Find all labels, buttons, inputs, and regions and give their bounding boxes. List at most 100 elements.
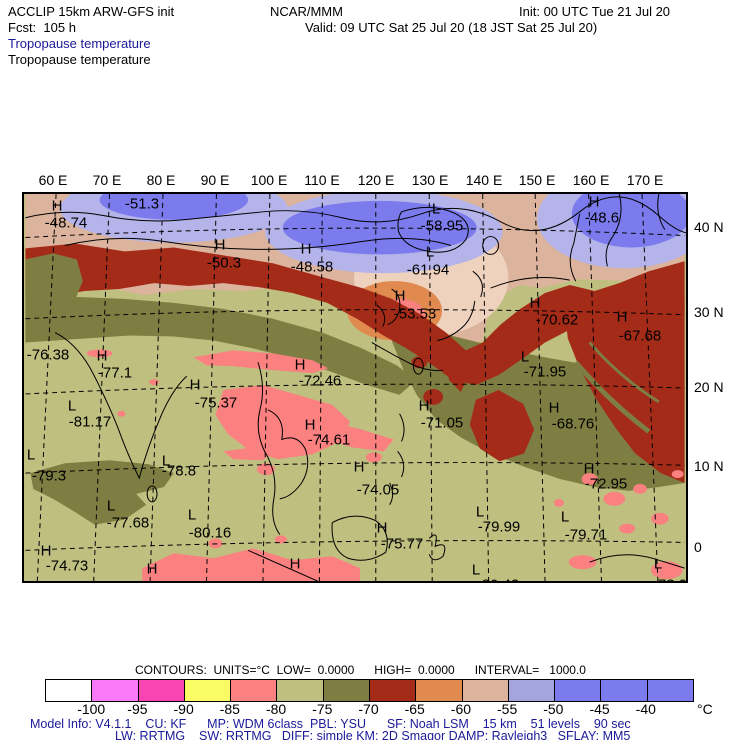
extremum-value: -78.9 bbox=[653, 578, 686, 582]
lon-tick-label: 170 E bbox=[626, 172, 664, 188]
colorbar-cell bbox=[230, 680, 277, 701]
extremum-letter: H bbox=[418, 397, 430, 415]
extremum-value: -76.38 bbox=[26, 346, 70, 364]
extremum-value: -68.76 bbox=[551, 415, 595, 433]
colorbar-unit-label: °C bbox=[697, 701, 713, 717]
lat-tick-label: 0 bbox=[694, 539, 702, 555]
extremum-letter: L bbox=[653, 555, 663, 573]
extremum-value: -75.37 bbox=[194, 394, 238, 412]
field-name-black: Tropopause temperature bbox=[8, 52, 151, 67]
extremum-value: -77.68 bbox=[106, 514, 150, 532]
lon-tick-label: 100 E bbox=[250, 172, 288, 188]
extremum-value: -81.17 bbox=[68, 413, 112, 431]
extremum-value: -48.74 bbox=[44, 214, 88, 232]
colorbar-cell bbox=[600, 680, 647, 701]
extremum-value: -67.68 bbox=[618, 327, 662, 345]
lat-tick-label: 20 N bbox=[694, 379, 724, 395]
extremum-letter: H bbox=[616, 308, 628, 326]
model-title: ACCLIP 15km ARW-GFS init bbox=[8, 4, 175, 19]
lat-tick-label: 30 N bbox=[694, 304, 724, 320]
lon-tick-label: 110 E bbox=[304, 172, 340, 188]
map-canvas: H -48.74 -51.3 H -50.3 H -48.58 L -58.95 L -61.94 H… bbox=[22, 192, 688, 583]
extremum-letter: H bbox=[583, 460, 595, 478]
extremum-value: -71.95 bbox=[523, 363, 567, 381]
extremum-letter: L bbox=[471, 561, 481, 579]
colorbar-cell bbox=[276, 680, 323, 701]
extremum-letter: H bbox=[548, 399, 560, 417]
colorbar bbox=[45, 679, 694, 702]
extremum-value: -74.73 bbox=[45, 557, 89, 575]
colorbar-tick-label: -90 bbox=[173, 701, 194, 717]
extremum-value: -75.77 bbox=[380, 535, 424, 553]
extremum-value: -80.42 bbox=[477, 578, 520, 582]
field-name-blue: Tropopause temperature bbox=[8, 36, 151, 51]
lon-tick-label: 150 E bbox=[518, 172, 556, 188]
model-info-line1: Model Info: V4.1.1 CU: KF MP: WDM 6class… bbox=[30, 717, 631, 731]
extremum-value: -79.71 bbox=[564, 526, 608, 544]
extremum-letter: L bbox=[187, 506, 197, 524]
colorbar-tick-label: -70 bbox=[358, 701, 379, 717]
colorbar-tick-label: -60 bbox=[450, 701, 472, 717]
extremum-letter: L bbox=[560, 508, 570, 526]
extremum-letter: L bbox=[26, 446, 36, 464]
colorbar-cell bbox=[137, 680, 184, 701]
map-graphics bbox=[25, 194, 686, 581]
extremum-letter: H bbox=[40, 542, 52, 560]
extremum-letter: H bbox=[294, 356, 306, 374]
extremum-letter: H bbox=[376, 519, 388, 537]
colorbar-tick-label: -55 bbox=[497, 701, 518, 717]
valid-time: Valid: 09 UTC Sat 25 Jul 20 (18 JST Sat … bbox=[305, 20, 598, 35]
extremum-letter: H bbox=[146, 560, 158, 578]
lat-tick-label: 40 N bbox=[694, 219, 724, 235]
colorbar-cell bbox=[461, 680, 508, 701]
colorbar-cell bbox=[507, 680, 555, 701]
extremum-value: -79.3 bbox=[31, 467, 67, 485]
grid-lines bbox=[25, 194, 685, 581]
extremum-value: -58.95 bbox=[420, 217, 464, 235]
extremum-letter: L bbox=[475, 503, 485, 521]
extremum-value: -48.6 bbox=[584, 209, 620, 227]
extremum-value: -61.94 bbox=[406, 261, 450, 279]
extremum-letter: H bbox=[214, 236, 226, 254]
colorbar-cell bbox=[183, 680, 231, 701]
colorbar-cell bbox=[646, 680, 693, 701]
extremum-letter: H bbox=[304, 416, 316, 434]
extremum-value: -77.1 bbox=[97, 364, 133, 382]
colorbar-cell bbox=[46, 680, 92, 701]
init-time: Init: 00 UTC Tue 21 Jul 20 bbox=[519, 4, 671, 19]
extremum-letter: L bbox=[425, 243, 435, 261]
extremum-letter: H bbox=[96, 347, 108, 365]
extremum-value: -78.8 bbox=[161, 462, 197, 480]
extremum-value: -72.95 bbox=[584, 475, 628, 493]
lon-tick-label: 130 E bbox=[411, 172, 449, 188]
colorbar-cell bbox=[91, 680, 138, 701]
extremum-letter: L bbox=[431, 200, 441, 218]
extremum-letter: H bbox=[529, 294, 541, 312]
extremum-value: -74.61 bbox=[307, 431, 351, 449]
colorbar-tick-label: -45 bbox=[589, 701, 610, 717]
extremum-letter: L bbox=[106, 497, 116, 515]
map-regions bbox=[25, 194, 686, 581]
extremum-value: -51.3 bbox=[124, 195, 160, 213]
extremum-letter: L bbox=[161, 452, 171, 470]
colorbar-tick-label: -75 bbox=[312, 701, 333, 717]
contours-info: CONTOURS: UNITS=°C LOW= 0.0000 HIGH= 0.0… bbox=[135, 663, 586, 677]
colorbar-cell bbox=[322, 680, 369, 701]
lon-tick-label: 140 E bbox=[465, 172, 503, 188]
extremum-value: -72.46 bbox=[298, 372, 342, 390]
coastlines bbox=[25, 194, 686, 581]
extremum-value: -74.05 bbox=[356, 481, 400, 499]
extremum-letter: L bbox=[67, 397, 77, 415]
extremum-value: -79.99 bbox=[477, 518, 521, 536]
lon-tick-label: 160 E bbox=[572, 172, 610, 188]
extremum-value: -80.16 bbox=[188, 524, 232, 542]
lat-tick-label: 10 N bbox=[694, 458, 724, 474]
colorbar-tick-label: -100 bbox=[77, 701, 106, 717]
colorbar-cell bbox=[368, 680, 416, 701]
extremum-letter: H bbox=[353, 458, 365, 476]
colorbar-tick-label: -85 bbox=[219, 701, 240, 717]
lon-tick-label: 60 E bbox=[38, 172, 68, 188]
center-name: NCAR/MMM bbox=[270, 4, 343, 19]
extremum-letter: H bbox=[394, 287, 406, 305]
colorbar-cell bbox=[554, 680, 601, 701]
